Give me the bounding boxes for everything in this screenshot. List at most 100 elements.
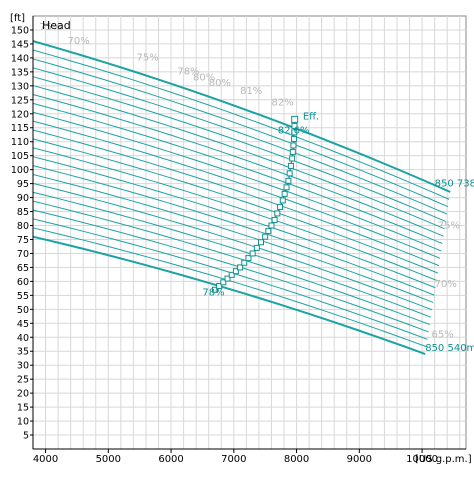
efficiency-marker — [268, 222, 275, 229]
efficiency-marker — [232, 268, 239, 275]
y-axis-label: Head — [42, 19, 71, 32]
impeller-curve — [32, 129, 440, 267]
grid-lines — [33, 16, 466, 449]
annotation-label: 80% — [209, 78, 231, 89]
impeller-curve — [32, 191, 432, 318]
annotation-label: 78% — [177, 67, 199, 78]
efficiency-marker — [228, 271, 235, 278]
y-tick-label: 140 — [11, 53, 29, 64]
y-tick-label: 70 — [17, 249, 29, 260]
annotation-label: 81% — [240, 86, 262, 97]
impeller-curve — [32, 209, 429, 333]
efficiency-marker — [274, 210, 281, 217]
plot-area — [32, 15, 467, 450]
y-tick-label: 35 — [17, 347, 29, 358]
impeller-curve — [32, 147, 437, 281]
efficiency-marker — [245, 255, 252, 262]
y-tick-label: 20 — [17, 389, 29, 400]
efficiency-marker — [216, 283, 223, 290]
efficiency-marker — [289, 148, 296, 155]
x-tick-label: 7000 — [221, 454, 246, 465]
impeller-curve — [32, 156, 436, 289]
annotations: 75%70%75%78%80%80%81%82%82.6%Eff.850 738… — [39, 22, 474, 354]
impeller-curve — [32, 138, 438, 274]
annotation-label: 850 540mm — [425, 343, 474, 354]
y-tick-label: 25 — [17, 375, 29, 386]
efficiency-marker — [290, 142, 297, 149]
y-tick-label: 40 — [17, 333, 29, 344]
annotation-label: Eff. — [303, 111, 319, 122]
y-tick-label: 45 — [17, 319, 29, 330]
impeller-curve — [32, 182, 433, 311]
impeller-curve — [32, 200, 430, 326]
efficiency-marker — [283, 184, 290, 191]
efficiency-marker — [286, 170, 293, 177]
impeller-curve — [32, 40, 451, 193]
y-tick-label: 85 — [17, 207, 29, 218]
impeller-curve — [32, 85, 445, 230]
efficiency-marker — [291, 129, 298, 136]
annotation-label: 80% — [193, 72, 215, 83]
efficiency-marker — [224, 275, 231, 282]
efficiency-marker — [241, 259, 248, 266]
y-tick-label: 110 — [11, 137, 29, 148]
impeller-curve — [32, 76, 446, 222]
annotation-label: 65% — [431, 329, 453, 340]
efficiency-marker — [253, 244, 260, 251]
x-axis-unit: [US g.p.m.] — [415, 454, 472, 465]
annotation-label: 75% — [39, 22, 61, 33]
y-tick-label: 5 — [23, 431, 29, 442]
efficiency-marker — [291, 135, 298, 142]
annotation-label: 70% — [68, 36, 90, 47]
annotation-label: 82.6% — [278, 125, 310, 136]
efficiency-curve — [211, 115, 299, 293]
impeller-curve — [32, 111, 442, 252]
efficiency-marker — [258, 239, 265, 246]
x-tick-label: 10000 — [406, 454, 438, 465]
efficiency-marker — [287, 162, 294, 169]
y-tick-label: 75 — [17, 235, 29, 246]
y-tick-label: 55 — [17, 291, 29, 302]
annotation-label: 82% — [271, 97, 293, 108]
impeller-curve — [32, 173, 434, 303]
efficiency-marker — [220, 279, 227, 286]
axes: 4000 5000 6000 7000 8000 9000 10000 5 10 15 20 25 30… — [11, 16, 466, 465]
y-tick-label: 115 — [11, 123, 29, 134]
y-tick-label: 135 — [11, 67, 29, 78]
y-tick-label: 10 — [17, 417, 29, 428]
efficiency-marker — [291, 122, 298, 129]
y-tick-label: 65 — [17, 263, 29, 274]
impeller-curve — [32, 120, 441, 259]
x-tick-label: 5000 — [96, 454, 121, 465]
efficiency-marker — [279, 197, 286, 204]
y-tick-label: 120 — [11, 109, 29, 120]
efficiency-marker — [271, 216, 278, 223]
annotation-label: 70% — [435, 279, 457, 290]
y-tick-label: 15 — [17, 403, 29, 414]
impeller-curve — [32, 165, 435, 296]
x-tick-label: 4000 — [33, 454, 58, 465]
impeller-curve — [32, 93, 444, 237]
y-tick-label: 60 — [17, 277, 29, 288]
y-tick-label: 125 — [11, 95, 29, 106]
efficiency-marker — [211, 286, 218, 293]
y-tick-label: 50 — [17, 305, 29, 316]
y-tick-label: 90 — [17, 193, 29, 204]
efficiency-marker — [237, 264, 244, 271]
annotation-label: 850 738mm — [435, 178, 474, 189]
efficiency-marker — [291, 115, 299, 123]
impeller-curve — [32, 49, 450, 200]
annotation-label: 78% — [202, 287, 224, 298]
y-tick-label: 105 — [11, 151, 29, 162]
x-tick-label: 9000 — [347, 454, 372, 465]
x-tick-label: 8000 — [284, 454, 309, 465]
y-tick-label: 100 — [11, 165, 29, 176]
efficiency-marker — [249, 250, 256, 257]
impeller-curve — [32, 235, 426, 355]
y-tick-label: 130 — [11, 81, 29, 92]
x-tick-label: 6000 — [158, 454, 183, 465]
efficiency-marker — [285, 177, 292, 184]
efficiency-marker — [281, 190, 288, 197]
